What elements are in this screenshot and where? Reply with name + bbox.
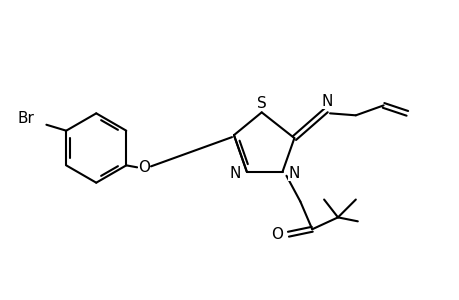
Text: N: N — [229, 166, 241, 181]
Text: S: S — [256, 96, 266, 111]
Text: N: N — [288, 166, 299, 181]
Text: O: O — [271, 227, 283, 242]
Text: O: O — [138, 160, 150, 175]
Text: N: N — [321, 94, 332, 110]
Text: Br: Br — [17, 111, 34, 126]
